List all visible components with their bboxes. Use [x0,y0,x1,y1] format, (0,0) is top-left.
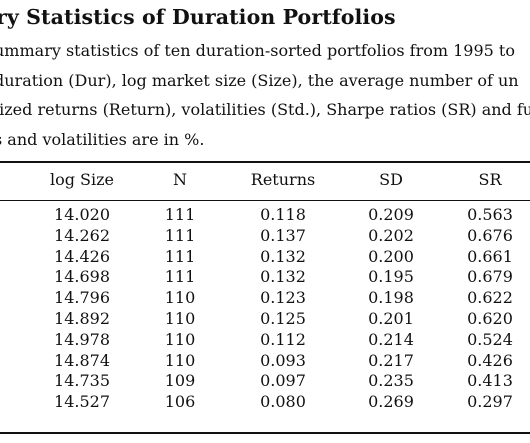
table-row: 14.978 110 0.112 0.214 0.524 [0,330,530,350]
cell-log-size: 14.527 [54,392,110,412]
table-bottom-rule [0,432,530,434]
cell-n: 110 [164,288,196,308]
table-header-row: log Size N Returns SD SR [0,170,530,192]
cell-log-size: 14.020 [54,205,110,224]
cell-n: 106 [164,392,196,412]
cell-n: 111 [164,267,196,287]
cell-returns: 0.137 [260,225,306,245]
cell-log-size: 14.735 [54,371,110,391]
header-n: N [173,170,187,189]
header-sd: SD [379,170,403,189]
cell-log-size: 14.698 [54,267,110,287]
cell-n: 111 [164,205,196,224]
cell-n: 110 [164,350,196,370]
caption-line: ummary statistics of ten duration-sorted… [0,41,515,60]
cell-sr: 0.413 [467,371,513,391]
cell-returns: 0.123 [260,288,306,308]
cell-returns: 0.132 [260,246,306,266]
cell-n: 111 [164,246,196,266]
table-caption: ummary statistics of ten duration-sorted… [0,36,530,154]
table-row: 14.735 109 0.097 0.235 0.413 [0,371,530,391]
caption-line: lized returns (Return), volatilities (St… [0,100,530,119]
cell-sd: 0.217 [368,350,414,370]
cell-sr: 0.679 [467,267,513,287]
table-header-rule [0,200,530,201]
cell-returns: 0.125 [260,309,306,328]
table-row: 14.020 111 0.118 0.209 0.563 [0,205,530,225]
cell-sr: 0.297 [467,392,513,412]
cell-n: 109 [164,371,196,391]
cell-n: 111 [164,225,196,245]
cell-log-size: 14.426 [54,246,110,266]
cell-log-size: 14.262 [54,225,110,245]
cell-returns: 0.112 [260,329,306,349]
cell-sd: 0.198 [368,288,414,308]
cell-sr: 0.524 [467,329,513,349]
caption-line: s and volatilities are in %. [0,129,205,149]
cell-n: 110 [164,309,196,328]
cell-sr: 0.661 [467,246,513,266]
cell-sd: 0.269 [368,392,414,412]
cell-sr: 0.622 [467,288,513,308]
caption-line: duration (Dur), log market size (Size), … [0,70,519,90]
cell-sr: 0.620 [467,309,513,328]
cell-sd: 0.195 [368,267,414,287]
header-returns: Returns [250,170,316,189]
cell-log-size: 14.796 [54,288,110,308]
cell-log-size: 14.892 [54,309,110,328]
cell-returns: 0.118 [260,205,306,224]
cell-returns: 0.097 [260,371,306,391]
header-sr: SR [478,170,502,189]
cell-sd: 0.214 [368,329,414,349]
table-top-rule [0,161,530,163]
cell-log-size: 14.874 [54,350,110,370]
cell-sr: 0.426 [467,350,513,370]
cell-n: 110 [164,329,196,349]
table-row: 14.874 110 0.093 0.217 0.426 [0,351,530,371]
cell-sd: 0.202 [368,225,414,245]
cell-sd: 0.209 [368,205,414,224]
cell-log-size: 14.978 [54,329,110,349]
header-log-size: log Size [49,170,115,189]
cell-sd: 0.200 [368,246,414,266]
cell-sd: 0.235 [368,371,414,391]
table-row: 14.426 111 0.132 0.200 0.661 [0,247,530,267]
cell-sr: 0.676 [467,225,513,245]
table-title: ry Statistics of Duration Portfolios [0,5,396,29]
table-row: 14.698 111 0.132 0.195 0.679 [0,267,530,287]
cell-sd: 0.201 [368,309,414,328]
cell-sr: 0.563 [467,205,513,224]
cell-returns: 0.080 [260,392,306,412]
table-row: 14.262 111 0.137 0.202 0.676 [0,226,530,246]
cell-returns: 0.132 [260,267,306,287]
table-row: 14.796 110 0.123 0.198 0.622 [0,288,530,308]
cell-returns: 0.093 [260,350,306,370]
table-row: 14.892 110 0.125 0.201 0.620 [0,309,530,329]
table-row: 14.527 106 0.080 0.269 0.297 [0,392,530,412]
